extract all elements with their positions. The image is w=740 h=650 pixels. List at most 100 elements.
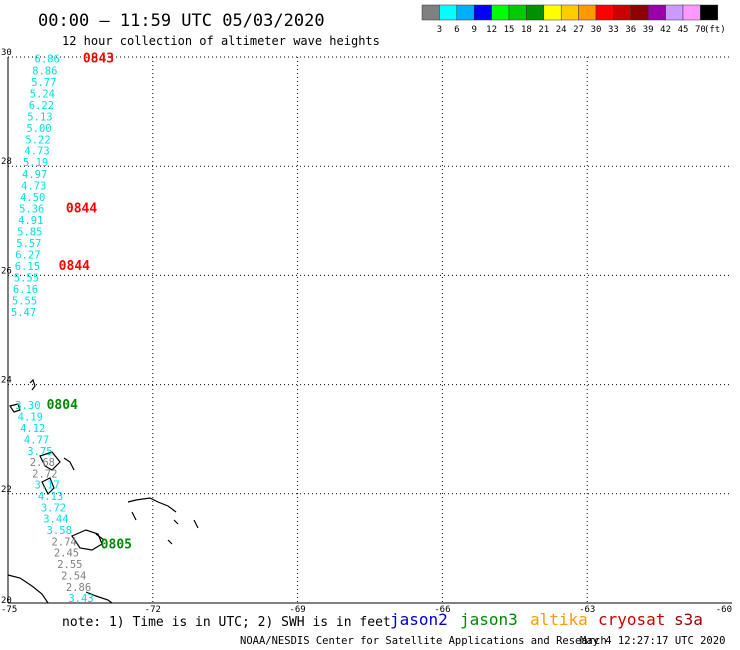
legend-label: 21 [538,25,549,35]
lat-tick-label: 26 [1,266,12,276]
lat-tick-label: 24 [1,376,12,386]
legend-swatch [700,4,719,21]
legend-label: 15 [504,25,515,35]
wave-height-value: 5.13 [27,111,52,123]
legend-label: 9 [471,25,476,35]
island-caicos-north [71,529,103,551]
wave-height-value: 2.45 [54,548,79,560]
island-caicos-west [41,477,55,496]
wave-height-value: 4.91 [18,215,43,227]
satellite-cryosat: cryosat [598,610,665,629]
color-legend: 3 6 9 12 15 18 21 24 27 30 33 36 39 42 45 70(ft) [421,4,726,35]
lat-tick-label: 30 [1,48,12,58]
wave-height-value: 4.77 [24,435,49,447]
legend-swatch [543,4,562,21]
legend-swatch [578,4,597,21]
legend-swatch [456,4,475,21]
legend-swatch [682,4,701,21]
satellite-jason2: jason2 [390,610,448,629]
island-great-inagua [7,574,49,604]
legend-swatch [473,4,492,21]
legend-label: 45 [678,25,689,35]
pass-time-label: 0844 [59,259,90,274]
wave-height-value: 3.58 [47,525,72,537]
map-frame [7,57,732,604]
island-navidad [173,519,179,525]
wave-height-value: 5.47 [11,307,36,319]
island-hispaniola-coast [85,591,113,604]
wave-height-value: 3.17 [35,479,60,491]
wave-height-value: 3.43 [68,593,93,605]
island-hispaniola-n [167,539,173,545]
satellite-jason3: jason3 [460,610,518,629]
lon-tick-label: -60 [716,605,732,615]
lon-tick-label: -69 [289,605,305,615]
wave-height-value: 4.50 [20,192,45,204]
island-crooked [63,457,75,471]
pass-time-label: 0805 [101,537,132,552]
legend-label: 27 [573,25,584,35]
lon-tick-label: -63 [579,605,595,615]
coastline [7,378,199,604]
wave-height-value: 6.15 [15,261,40,273]
wave-height-value: 5.24 [30,88,55,100]
legend-label: 30 [591,25,602,35]
wave-height-value: 2.54 [61,571,86,583]
legend-swatch [491,4,510,21]
footer-note: note: 1) Time is in UTC; 2) SWH is in fe… [62,615,391,630]
legend-label: 12 [486,25,497,35]
island-long-island [9,403,21,413]
lon-tick-label: -72 [145,605,161,615]
wave-height-value: 5.36 [19,204,44,216]
wave-height-value: 4.13 [38,491,63,503]
lon-tick-label: -66 [434,605,450,615]
legend-swatch [613,4,632,21]
wave-height-value: 4.97 [22,169,47,181]
wave-height-value: 4.73 [24,146,49,158]
tick-labels: -75 -72 -69 -66 -63 -60 30 28 26 24 22 20 [1,48,732,615]
island-turks-bank [127,497,177,513]
legend-unit: (ft) [704,25,726,35]
wave-height-value: 2.68 [30,457,55,469]
wave-height-value: 5.55 [14,272,39,284]
wave-height-value: 5.77 [31,77,56,89]
wave-height-value: 4.12 [20,423,45,435]
wave-height-value: 6.16 [13,284,38,296]
legend-label: 36 [625,25,636,35]
pass-time-label: 0843 [83,51,114,66]
wave-height-value: 3.75 [27,446,52,458]
legend-label: 24 [556,25,567,35]
wave-height-value: 5.19 [23,157,48,169]
wave-height-value: 8.86 [32,65,57,77]
wave-height-value: 5.22 [25,134,50,146]
legend-swatch [421,4,440,21]
wave-height-value: 2.72 [32,468,57,480]
pass-time-label: 0804 [47,398,78,413]
island-silver-bank [131,511,137,521]
wave-height-value: 3.30 [15,400,40,412]
wave-height-value: 5.57 [16,238,41,250]
wave-height-value: 2.55 [57,559,82,571]
wave-height-value: 4.19 [18,412,43,424]
legend-swatch [439,4,458,21]
legend-label: 3 [437,25,442,35]
lon-tick-label: -75 [1,605,17,615]
pass-time-label: 0844 [66,202,97,217]
satellite-legend: jason2 jason3 altika cryosat s3a [390,610,703,629]
satellite-altika: altika [530,610,588,629]
legend-swatch [508,4,527,21]
wave-height-value: 3.44 [43,514,68,526]
legend-swatch [665,4,684,21]
altimeter-tracks: 6.868.865.775.246.225.135.005.224.735.19… [11,51,132,604]
wave-height-value: 4.73 [21,181,46,193]
wave-height-value: 2.86 [66,582,91,594]
credit-text: NOAA/NESDIS Center for Satellite Applica… [240,635,607,647]
map-title: 00:00 – 11:59 UTC 05/03/2020 [38,11,325,31]
island-grand-turk [95,533,105,541]
legend-label: 6 [454,25,459,35]
lat-tick-label: 20 [1,596,12,606]
legend-swatch [595,4,614,21]
legend-label: 39 [643,25,654,35]
timestamp-text: May 4 12:27:17 UTC 2020 [580,635,725,647]
